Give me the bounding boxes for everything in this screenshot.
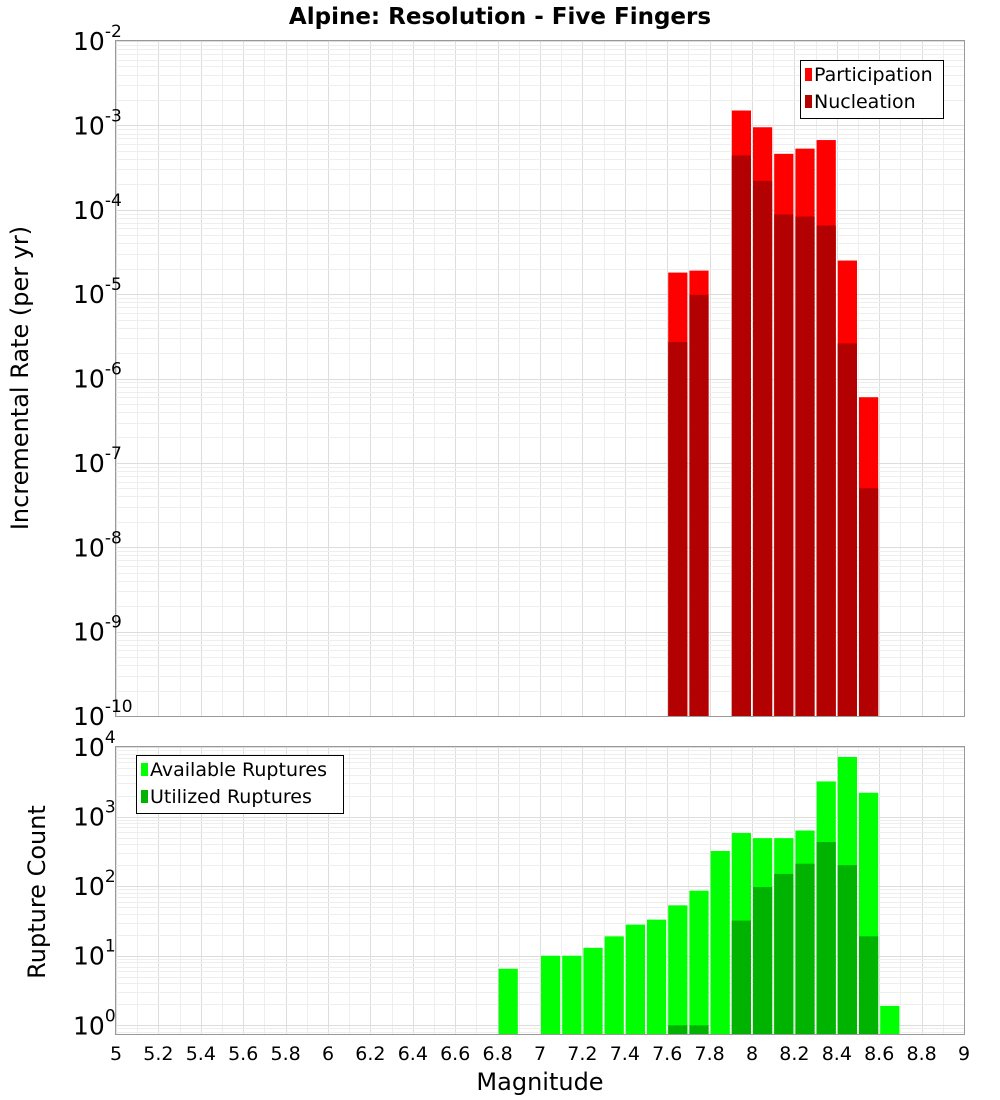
legend-swatch — [805, 95, 812, 108]
x-tick-label: 6.4 — [398, 1043, 428, 1065]
y-tick-label: 10-9 — [73, 613, 122, 647]
x-tick-label: 5.6 — [228, 1043, 258, 1065]
bar-available-ruptures — [710, 851, 730, 1034]
bar-utilized-ruptures — [689, 1025, 709, 1034]
participation-rate-panel: 10-2 10-3 10-4 10-5 10-6 10-7 10-8 10-9 10-10 In… — [6, 22, 965, 731]
bar-utilized-ruptures — [859, 936, 879, 1034]
y-tick-label: 10-5 — [73, 275, 122, 309]
bar-available-ruptures — [668, 905, 688, 1034]
bar-nucleation — [816, 225, 836, 716]
x-tick-label: 6.6 — [440, 1043, 470, 1065]
bar-available-ruptures — [689, 890, 709, 1034]
y-tick-label: 100 — [73, 1006, 116, 1040]
bar-nucleation — [753, 180, 773, 716]
x-tick-label: 8.2 — [779, 1043, 809, 1065]
bar-available-ruptures — [625, 924, 645, 1034]
x-tick-label: 8 — [746, 1043, 758, 1065]
bar-utilized-ruptures — [774, 873, 794, 1034]
legend-swatch — [805, 68, 812, 81]
x-tick-label: 5.2 — [143, 1043, 173, 1065]
bar-utilized-ruptures — [668, 1025, 688, 1034]
top-y-axis-label: Incremental Rate (per yr) — [6, 226, 34, 530]
x-axis-label: Magnitude — [476, 1068, 603, 1096]
legend-label: Available Ruptures — [150, 759, 327, 781]
rupture-count-panel: 104 103 102 101 100 Rupture Count Available … — [23, 728, 965, 1040]
bar-available-ruptures — [880, 1005, 900, 1034]
x-tick-labels: 5 5.2 5.4 5.6 5.8 6 6.2 6.4 6.6 6.8 7 7.2 7.4 7.6 7.8 8… — [110, 1043, 970, 1065]
x-tick-label: 8.4 — [822, 1043, 852, 1065]
x-tick-label: 6 — [322, 1043, 334, 1065]
x-tick-label: 7.8 — [694, 1043, 724, 1065]
x-tick-label: 6.8 — [482, 1043, 512, 1065]
top-y-tick-labels: 10-2 10-3 10-4 10-5 10-6 10-7 10-8 10-9 10-10 — [73, 22, 133, 731]
x-tick-label: 6.2 — [355, 1043, 385, 1065]
bar-utilized-ruptures — [837, 865, 857, 1034]
legend-box — [800, 60, 944, 119]
y-tick-label: 101 — [73, 937, 116, 971]
legend-box — [136, 755, 344, 814]
x-tick-label: 8.8 — [906, 1043, 936, 1065]
y-tick-label: 10-8 — [73, 528, 122, 562]
bar-utilized-ruptures — [753, 887, 773, 1034]
bar-available-ruptures — [562, 955, 582, 1034]
x-tick-label: 5.8 — [270, 1043, 300, 1065]
x-tick-label: 7.4 — [610, 1043, 640, 1065]
bottom-y-axis-label: Rupture Count — [23, 805, 51, 979]
top-legend: Participation Nucleation — [800, 60, 944, 119]
legend-swatch — [141, 763, 148, 776]
x-tick-label: 5.4 — [186, 1043, 216, 1065]
chart-title: Alpine: Resolution - Five Fingers — [289, 4, 711, 30]
bar-available-ruptures — [604, 936, 624, 1034]
bottom-y-tick-labels: 104 103 102 101 100 — [73, 728, 116, 1040]
bottom-legend: Available Ruptures Utilized Ruptures — [136, 755, 344, 814]
y-tick-label: 10-7 — [73, 444, 122, 478]
y-tick-label: 10-10 — [73, 697, 133, 731]
bar-nucleation — [837, 343, 857, 716]
bar-nucleation — [689, 294, 709, 716]
bar-utilized-ruptures — [795, 863, 815, 1034]
x-tick-label: 7 — [534, 1043, 546, 1065]
bar-nucleation — [731, 155, 751, 716]
top-bars — [668, 110, 879, 717]
y-tick-label: 102 — [73, 867, 116, 901]
legend-swatch — [141, 790, 148, 803]
bar-utilized-ruptures — [816, 842, 836, 1034]
x-tick-label: 9 — [958, 1043, 970, 1065]
y-tick-label: 10-4 — [73, 191, 122, 225]
legend-label: Participation — [814, 64, 933, 86]
x-tick-label: 7.6 — [652, 1043, 682, 1065]
x-tick-label: 7.2 — [567, 1043, 597, 1065]
bar-nucleation — [795, 216, 815, 716]
x-tick-label: 8.6 — [864, 1043, 894, 1065]
bar-available-ruptures — [647, 919, 667, 1034]
bar-available-ruptures — [583, 947, 603, 1034]
bar-available-ruptures — [541, 955, 561, 1034]
bottom-plot-frame — [115, 746, 965, 1035]
y-tick-label: 10-2 — [73, 22, 122, 56]
bar-available-ruptures — [498, 968, 518, 1034]
x-tick-label: 5 — [110, 1043, 122, 1065]
top-plot-frame — [115, 40, 965, 717]
y-tick-label: 10-6 — [73, 360, 122, 394]
top-grid — [116, 41, 965, 717]
legend-label: Nucleation — [814, 91, 916, 113]
legend-label: Utilized Ruptures — [150, 786, 312, 808]
y-tick-label: 103 — [73, 798, 116, 832]
bar-nucleation — [668, 342, 688, 716]
y-tick-label: 104 — [73, 728, 116, 762]
bar-nucleation — [859, 488, 879, 716]
y-tick-label: 10-3 — [73, 106, 122, 140]
bottom-bars — [498, 756, 900, 1034]
bar-nucleation — [774, 214, 794, 717]
bar-utilized-ruptures — [731, 920, 751, 1034]
